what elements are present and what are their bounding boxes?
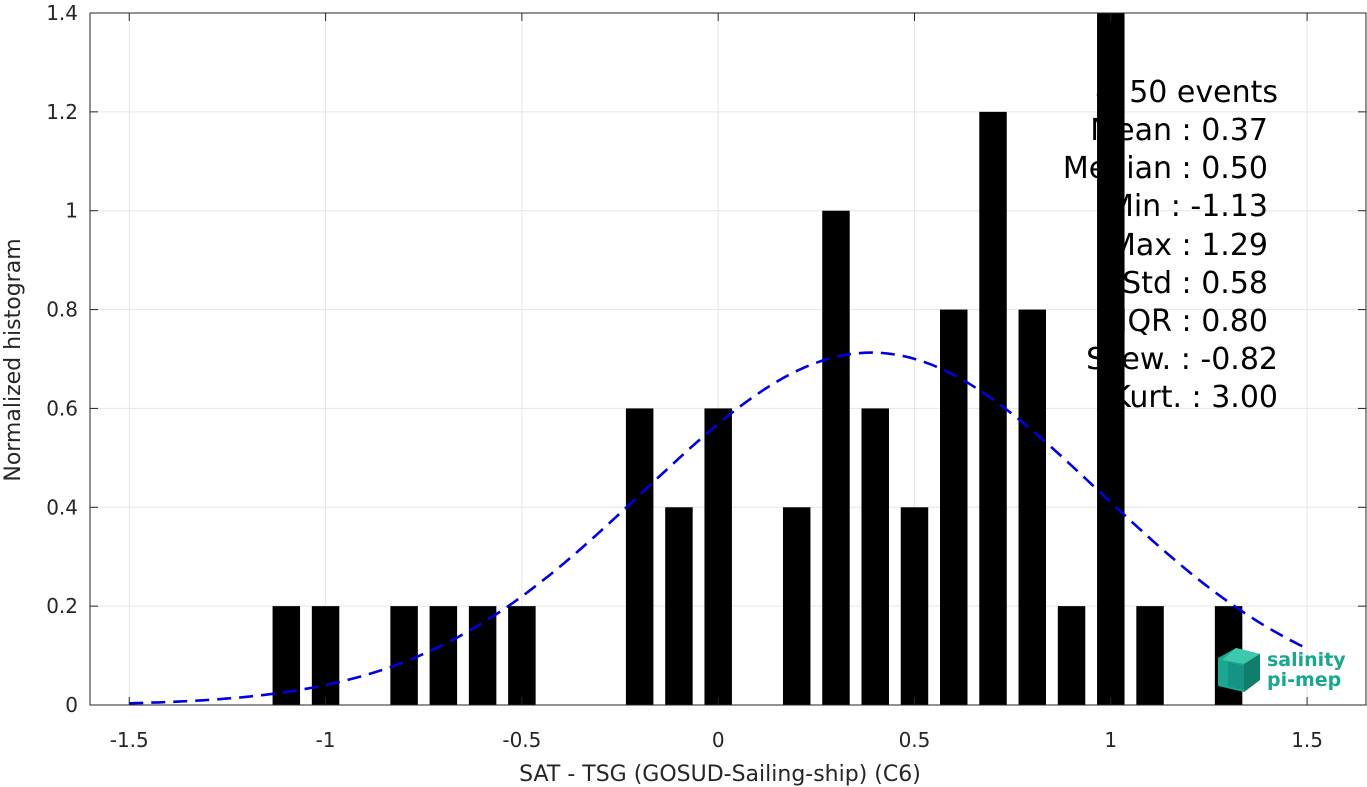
y-tick-label: 0: [65, 693, 78, 717]
histogram-bar: [508, 606, 536, 705]
x-tick-label: -0.5: [502, 728, 541, 752]
stats-line-max: Max : 1.29: [1110, 228, 1268, 263]
histogram-bar: [625, 408, 654, 705]
histogram-bar: [704, 408, 732, 705]
histogram-bar: [665, 507, 693, 705]
logo-text-line1: salinity: [1267, 649, 1346, 671]
histogram-bar: [311, 606, 340, 705]
histogram-bar: [1136, 606, 1164, 705]
histogram-bar: [822, 210, 850, 705]
x-tick-label: 0: [712, 728, 725, 752]
histogram-bar: [900, 507, 929, 705]
x-tick-labels: -1.5 -1 -0.5 0 0.5 1 1.5: [110, 728, 1323, 752]
histogram-bar: [1057, 606, 1086, 705]
axes-box: [89, 12, 1367, 706]
histogram-bar: [940, 309, 968, 705]
histogram-bar: [979, 111, 1007, 706]
stats-line-std: Std : 0.58: [1122, 266, 1268, 301]
y-axis-title: Normalized histogram: [1, 238, 26, 481]
y-tick-label: 0.2: [46, 594, 78, 618]
logo-text-line2: pi-mep: [1267, 669, 1341, 691]
histogram-bar: [1018, 309, 1047, 705]
histogram-bar: [390, 606, 418, 705]
stats-annotation: # 50 events Mean : 0.37 Median : 0.50 Mi…: [1063, 75, 1278, 415]
x-tick-label: 1.5: [1291, 728, 1323, 752]
stats-line-skew: Skew. : -0.82: [1086, 342, 1278, 377]
x-tick-label: -1.5: [110, 728, 149, 752]
stats-line-min: Min : -1.13: [1108, 189, 1268, 224]
histogram-bar: [1097, 13, 1125, 705]
stats-line-iqr: IQR : 0.80: [1119, 304, 1268, 339]
y-tick-label: 1.4: [46, 1, 78, 25]
x-tick-label: 0.5: [899, 728, 931, 752]
x-axis-title: SAT - TSG (GOSUD-Sailing-ship) (C6): [519, 762, 921, 787]
stats-line-kurt: Kurt. : 3.00: [1111, 380, 1278, 415]
y-tick-label: 0.4: [46, 495, 78, 519]
stats-line-median: Median : 0.50: [1063, 151, 1268, 186]
histogram-bar: [468, 606, 497, 705]
y-tick-label: 0.8: [46, 298, 78, 322]
stats-line-events: # 50 events: [1095, 75, 1278, 110]
x-tick-label: -1: [316, 728, 336, 752]
histogram-bar: [272, 606, 301, 705]
y-tick-label: 1.2: [46, 100, 78, 124]
y-tick-labels: 0 0.2 0.4 0.6 0.8 1 1.2 1.4: [46, 1, 78, 717]
histogram-bar: [861, 408, 889, 705]
x-tick-label: 1: [1104, 728, 1117, 752]
logo-cube-icon: [1218, 648, 1260, 692]
y-tick-label: 0.6: [46, 396, 78, 420]
salinity-pi-mep-logo: salinity pi-mep: [1218, 648, 1346, 692]
stats-line-mean: Mean : 0.37: [1090, 113, 1268, 148]
y-tick-label: 1: [65, 199, 78, 223]
histogram-bar: [429, 606, 458, 705]
histogram-bar: [782, 507, 811, 705]
